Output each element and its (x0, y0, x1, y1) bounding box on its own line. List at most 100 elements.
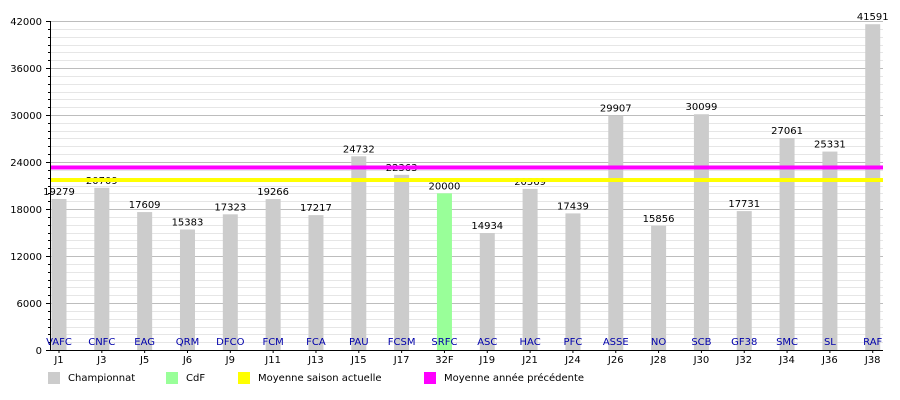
opponent-label: FCSM (388, 337, 416, 348)
opponent-label: FCA (306, 337, 326, 348)
data-label: 20569 (514, 177, 546, 188)
x-tick-label: J1 (53, 355, 63, 366)
legend-swatch-championnat (48, 372, 60, 384)
bar-j11 (265, 199, 281, 350)
opponent-label: NO (651, 337, 666, 348)
data-label: 17731 (728, 199, 760, 210)
x-tick-label: J19 (478, 355, 495, 366)
bar-j34 (779, 138, 795, 350)
data-label: 15856 (643, 214, 675, 225)
legend-item-cdf: CdF (166, 372, 205, 384)
bar-j13 (308, 215, 324, 350)
opponent-label: CNFC (88, 337, 115, 348)
opponent-label: RAF (863, 337, 882, 348)
data-label: 30099 (686, 102, 718, 113)
opponent-label: ASC (477, 337, 497, 348)
opponent-label: SRFC (431, 337, 457, 348)
legend-swatch-cdf (166, 372, 178, 384)
bar-j30 (693, 114, 709, 350)
bar-32f (436, 193, 452, 350)
opponent-label: SCB (691, 337, 711, 348)
opponent-label: FCM (262, 337, 283, 348)
x-tick-label: J3 (96, 355, 106, 366)
y-tick-label: 12000 (10, 252, 42, 263)
bar-j6 (179, 229, 195, 350)
opponent-label: SL (824, 337, 836, 348)
data-label: 14934 (471, 221, 503, 232)
data-label: 25331 (814, 140, 846, 151)
legend-label-cdf: CdF (186, 372, 206, 384)
data-label: 17323 (214, 202, 246, 213)
reference-line (50, 178, 883, 183)
data-label: 17609 (129, 200, 161, 211)
bar-j36 (822, 151, 838, 350)
y-tick-label: 24000 (10, 158, 42, 169)
y-tick-label: 0 (36, 346, 42, 357)
data-label: 27061 (771, 126, 803, 137)
bar-j15 (351, 156, 367, 350)
opponent-label: GF38 (731, 337, 757, 348)
opponent-label: PAU (349, 337, 369, 348)
data-label: 17217 (300, 203, 332, 214)
y-tick-label: 36000 (10, 64, 42, 75)
data-label: 15383 (172, 217, 204, 228)
x-tick-label: J13 (307, 355, 324, 366)
bar-j9 (222, 214, 238, 350)
bar-j24 (565, 213, 581, 350)
data-label: 41591 (857, 12, 889, 23)
x-tick-label: J38 (864, 355, 881, 366)
x-tick-label: J26 (607, 355, 624, 366)
legend-label-moyenne-actuelle: Moyenne saison actuelle (258, 372, 382, 384)
opponent-label: QRM (176, 337, 199, 348)
opponent-label: ASSE (603, 337, 629, 348)
data-label: 20000 (429, 181, 461, 192)
x-tick-label: J5 (139, 355, 149, 366)
x-tick-label: J32 (735, 355, 752, 366)
x-tick-label: J6 (182, 355, 192, 366)
x-tick-label: J28 (650, 355, 667, 366)
x-tick-label: J24 (564, 355, 581, 366)
x-tick-label: J15 (350, 355, 367, 366)
opponent-label: HAC (520, 337, 541, 348)
data-label: 24732 (343, 144, 375, 155)
bar-j38 (865, 24, 881, 351)
opponent-label: DFCO (216, 337, 244, 348)
opponent-label: SMC (776, 337, 798, 348)
opponent-label: EAG (134, 337, 155, 348)
legend-item-championnat: Championnat (48, 372, 135, 384)
opponent-label: VAFC (46, 337, 72, 348)
x-tick-label: J9 (225, 355, 235, 366)
legend-label-moyenne-precedente: Moyenne année précédente (444, 372, 585, 384)
bar-j1 (51, 198, 67, 350)
bar-j32 (736, 211, 752, 350)
x-tick-label: 32F (435, 355, 454, 366)
bar-j3 (94, 187, 110, 350)
legend-item-moyenne-precedente: Moyenne année précédente (424, 372, 584, 384)
x-tick-label: J30 (693, 355, 710, 366)
x-tick-label: J36 (821, 355, 838, 366)
y-tick-label: 6000 (17, 299, 42, 310)
x-tick-label: J11 (264, 355, 281, 366)
bar-j5 (137, 212, 153, 350)
legend-label-championnat: Championnat (68, 372, 136, 384)
y-tick-label: 30000 (10, 111, 42, 122)
bar-j28 (651, 225, 667, 350)
chart-legend: Championnat CdF Moyenne saison actuelle … (0, 368, 900, 392)
y-tick-label: 18000 (10, 205, 42, 216)
data-label: 17439 (557, 201, 589, 212)
bar-j26 (608, 115, 624, 350)
x-tick-label: J21 (521, 355, 538, 366)
y-tick-label: 42000 (10, 17, 42, 28)
bar-j21 (522, 188, 538, 350)
x-tick-label: J34 (778, 355, 795, 366)
legend-item-moyenne-actuelle: Moyenne saison actuelle (238, 372, 382, 384)
data-label: 19266 (257, 187, 289, 198)
legend-swatch-moyenne-precedente (424, 372, 436, 384)
opponent-label: PFC (564, 337, 583, 348)
x-tick-label: J17 (393, 355, 410, 366)
reference-line (50, 165, 883, 170)
data-label: 19279 (43, 187, 75, 198)
legend-swatch-moyenne-actuelle (238, 372, 250, 384)
data-label: 29907 (600, 104, 632, 115)
